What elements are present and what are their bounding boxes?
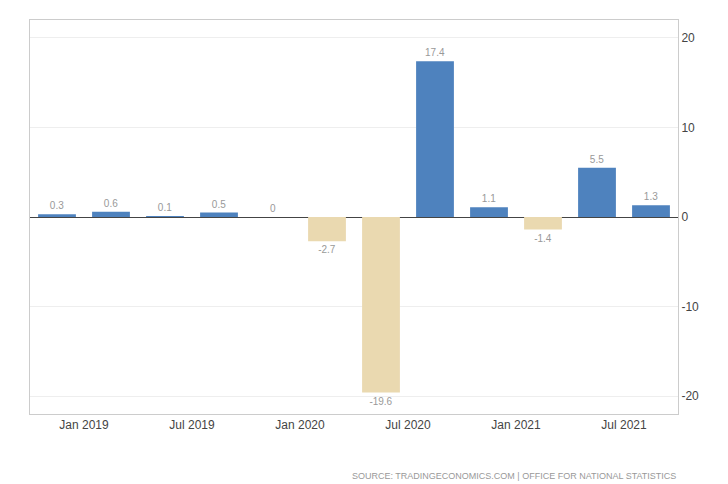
svg-text:-1.4: -1.4	[534, 233, 552, 244]
svg-text:SOURCE: TRADINGECONOMICS.COM |: SOURCE: TRADINGECONOMICS.COM | OFFICE FO…	[352, 471, 676, 481]
svg-text:20: 20	[681, 31, 695, 45]
svg-text:5.5: 5.5	[590, 154, 604, 165]
svg-text:10: 10	[681, 121, 695, 135]
svg-text:0: 0	[681, 210, 688, 224]
svg-text:0.5: 0.5	[212, 199, 226, 210]
svg-text:-19.6: -19.6	[369, 396, 392, 407]
svg-text:Jan 2020: Jan 2020	[275, 418, 325, 432]
svg-text:1.1: 1.1	[482, 193, 496, 204]
svg-text:Jan 2019: Jan 2019	[59, 418, 109, 432]
svg-text:Jul 2019: Jul 2019	[169, 418, 215, 432]
svg-text:-2.7: -2.7	[318, 244, 336, 255]
svg-text:Jul 2021: Jul 2021	[601, 418, 647, 432]
svg-text:-20: -20	[681, 389, 699, 403]
svg-text:1.3: 1.3	[644, 191, 658, 202]
svg-text:Jul 2020: Jul 2020	[385, 418, 431, 432]
svg-text:-10: -10	[681, 300, 699, 314]
svg-text:0.6: 0.6	[104, 198, 118, 209]
svg-text:0.3: 0.3	[50, 200, 64, 211]
svg-text:17.4: 17.4	[425, 47, 445, 58]
svg-text:Jan 2021: Jan 2021	[491, 418, 541, 432]
svg-text:0: 0	[270, 203, 276, 214]
svg-text:0.1: 0.1	[158, 202, 172, 213]
